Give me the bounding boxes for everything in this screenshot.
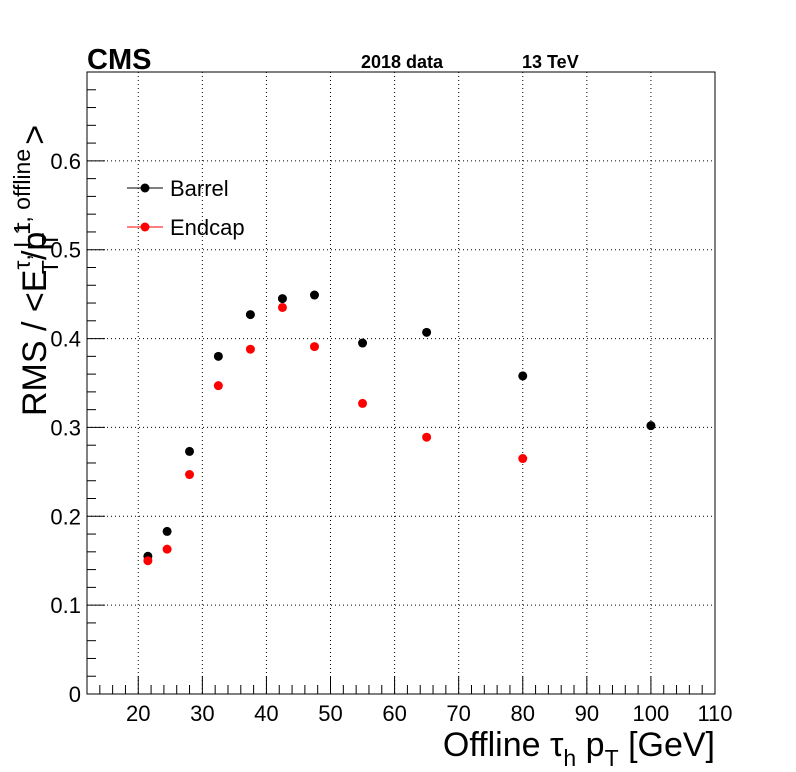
data-point-endcap (309, 342, 319, 352)
axis-tick-labels: 20 30 40 50 60 70 80 90 100 110 0 0.1 0.2 0.3 0.4 0.5 0.… (50, 149, 732, 726)
x-tick-label: 40 (254, 701, 278, 726)
legend-label-barrel: Barrel (170, 176, 229, 201)
axis-ticks (86, 71, 716, 695)
y-tick-label: 0.2 (50, 504, 81, 529)
data-point-endcap (277, 302, 287, 312)
y-tick-label: 0.3 (50, 415, 81, 440)
grid (87, 72, 715, 694)
legend-label-endcap: Endcap (170, 215, 245, 240)
x-tick-label: 100 (633, 701, 670, 726)
x-tick-label: 90 (575, 701, 599, 726)
x-tick-label: 50 (318, 701, 342, 726)
data-point-endcap (245, 344, 255, 354)
x-tick-label: 70 (446, 701, 470, 726)
data-point-barrel (422, 327, 432, 337)
data-point-barrel (162, 526, 172, 536)
data-point-barrel (646, 421, 656, 431)
y-tick-label: 0.5 (50, 238, 81, 263)
data-point-barrel (245, 310, 255, 320)
data-point-endcap (358, 398, 368, 408)
x-tick-label: 30 (190, 701, 214, 726)
data-point-barrel (277, 294, 287, 304)
x-tick-label: 110 (697, 701, 732, 726)
x-tick-label: 80 (511, 701, 535, 726)
legend-entry-barrel: Barrel (127, 176, 229, 201)
y-tick-label: 0 (69, 682, 81, 707)
legend-marker-endcap (140, 222, 150, 232)
legend: Barrel Endcap (127, 176, 245, 240)
dataset-label: 2018 data (361, 52, 444, 72)
data-point-barrel (358, 338, 368, 348)
y-axis-title: RMS / <Eτ, L1T/pτ, offlineT> (9, 125, 63, 416)
data-point-endcap (143, 556, 153, 566)
data-point-barrel (185, 446, 195, 456)
y-tick-label: 0.1 (50, 593, 81, 618)
x-tick-label: 60 (382, 701, 406, 726)
energy-label: 13 TeV (522, 52, 579, 72)
legend-entry-endcap: Endcap (127, 215, 245, 240)
x-axis-title: Offline τh pT [GeV] (443, 726, 715, 771)
data-point-endcap (162, 544, 172, 554)
experiment-label: CMS (87, 44, 151, 76)
plot-frame (86, 71, 716, 695)
y-tick-label: 0.6 (50, 149, 81, 174)
data-point-endcap (422, 432, 432, 442)
data-point-barrel (518, 371, 528, 381)
legend-marker-barrel (140, 183, 150, 193)
x-tick-label: 20 (126, 701, 150, 726)
y-tick-label: 0.4 (50, 327, 81, 352)
data-point-barrel (213, 351, 223, 361)
data-point-barrel (309, 290, 319, 300)
data-points (143, 290, 656, 566)
data-point-endcap (518, 454, 528, 464)
data-point-endcap (185, 470, 195, 480)
data-point-endcap (213, 381, 223, 391)
